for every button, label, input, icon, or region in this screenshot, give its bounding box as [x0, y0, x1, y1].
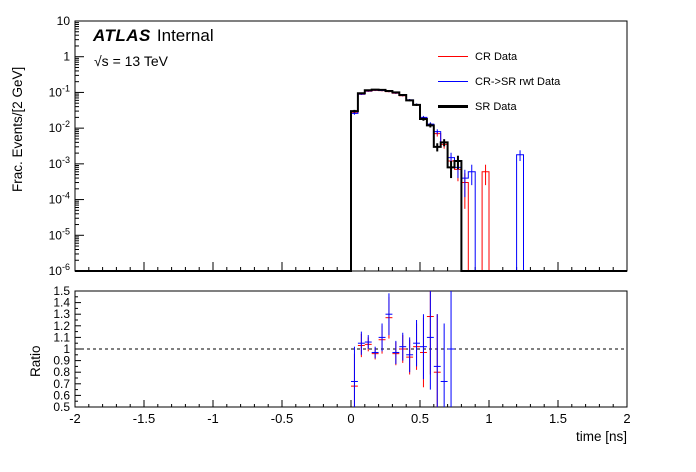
sr-data-line-swatch: [438, 105, 468, 108]
svg-text:-1: -1: [207, 411, 219, 426]
svg-text:10-4: 10-4: [49, 191, 70, 207]
svg-text:10-3: 10-3: [49, 155, 70, 171]
legend-label-cr-data: CR Data: [475, 50, 518, 63]
svg-text:10-6: 10-6: [49, 262, 70, 278]
cr-data-line-swatch: [438, 56, 468, 57]
svg-text:1: 1: [485, 411, 492, 426]
experiment-header: ATLAS Internal: [93, 26, 214, 46]
svg-text:1.5: 1.5: [53, 284, 70, 298]
svg-text:1.3: 1.3: [53, 307, 70, 321]
experiment-status-label: Internal: [156, 26, 214, 45]
ratio-y-axis-title: Ratio: [28, 345, 43, 377]
svg-text:1.1: 1.1: [53, 330, 70, 344]
cr-sr-rwt-line-swatch: [438, 81, 468, 82]
legend-entry-cr-data: CR Data: [438, 44, 560, 69]
svg-text:0.5: 0.5: [411, 411, 429, 426]
svg-text:1: 1: [63, 342, 70, 356]
legend: CR Data CR->SR rwt Data SR Data: [438, 44, 560, 119]
svg-text:2: 2: [623, 411, 630, 426]
svg-text:0.7: 0.7: [53, 377, 70, 391]
main-y-axis-title: Frac. Events/[2 GeV]: [10, 66, 25, 192]
svg-text:1: 1: [63, 50, 70, 64]
svg-text:0.8: 0.8: [53, 365, 70, 379]
svg-text:10-5: 10-5: [49, 226, 70, 242]
legend-entry-cr-sr-rwt-data: CR->SR rwt Data: [438, 69, 560, 94]
svg-text:10-1: 10-1: [49, 83, 70, 99]
svg-text:1.5: 1.5: [549, 411, 567, 426]
legend-label-sr-data: SR Data: [475, 100, 517, 113]
svg-text:0: 0: [347, 411, 354, 426]
legend-label-cr-sr-rwt-data: CR->SR rwt Data: [475, 75, 561, 88]
svg-text:0.6: 0.6: [53, 388, 70, 402]
svg-text:-0.5: -0.5: [271, 411, 293, 426]
legend-entry-sr-data: SR Data: [438, 94, 560, 119]
svg-text:-2: -2: [69, 411, 81, 426]
svg-text:10-2: 10-2: [49, 119, 70, 135]
svg-text:0.5: 0.5: [53, 400, 70, 414]
energy-label: √s = 13 TeV: [94, 53, 168, 69]
svg-text:10: 10: [57, 14, 71, 28]
svg-text:1.2: 1.2: [53, 319, 70, 333]
svg-text:0.9: 0.9: [53, 354, 70, 368]
svg-text:1.4: 1.4: [53, 296, 70, 310]
x-axis-title: time [ns]: [575, 429, 627, 444]
experiment-name: ATLAS: [93, 26, 151, 45]
svg-text:-1.5: -1.5: [133, 411, 155, 426]
